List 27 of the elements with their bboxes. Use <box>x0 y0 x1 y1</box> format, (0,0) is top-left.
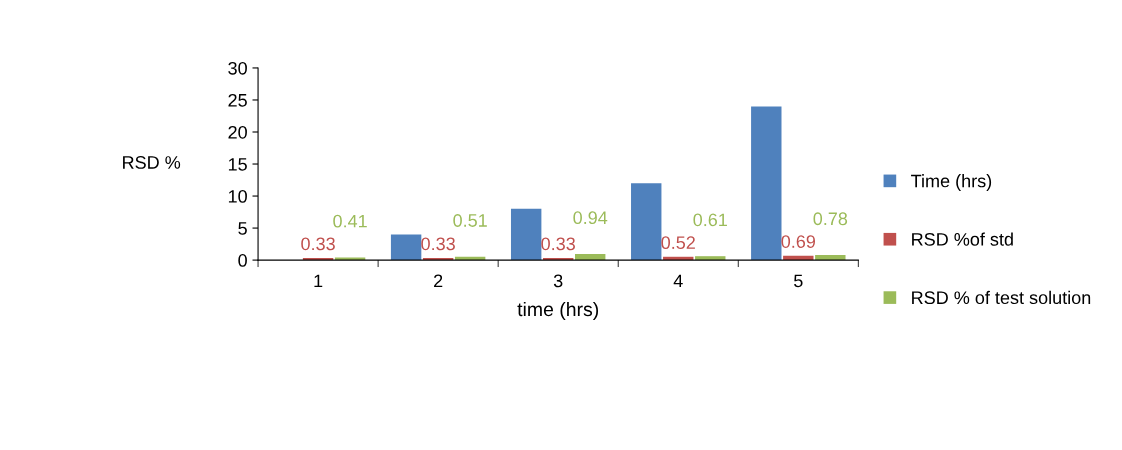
x-tick-label: 3 <box>553 274 563 288</box>
y-tick-label: 15 <box>228 158 247 171</box>
y-tick-label: 20 <box>228 125 247 139</box>
data-label: 0.33 <box>541 237 575 251</box>
legend-label: RSD %of std <box>912 232 1013 246</box>
y-tick-label: 0 <box>238 254 247 267</box>
x-tick-label: 5 <box>794 274 803 288</box>
y-tick-label: 30 <box>228 61 247 75</box>
data-label: 0.33 <box>301 237 335 251</box>
data-label: 0.51 <box>453 214 487 227</box>
legend-label: Time (hrs) <box>911 174 992 191</box>
data-label: 0.33 <box>421 237 455 251</box>
x-tick-label: 2 <box>434 274 443 288</box>
data-label: 0.69 <box>781 235 816 248</box>
y-axis-title: RSD % <box>123 156 181 169</box>
y-tick-label: 5 <box>238 222 247 235</box>
x-tick-label: 4 <box>673 274 683 288</box>
y-tick-label: 10 <box>228 189 247 203</box>
y-tick-label: 25 <box>228 93 247 107</box>
data-label: 0.61 <box>693 213 727 227</box>
data-label: 0.52 <box>661 236 695 250</box>
data-label: 0.78 <box>813 212 848 226</box>
x-axis-title: time (hrs) <box>517 301 599 321</box>
data-label: 0.41 <box>333 214 367 228</box>
legend-label: RSD % of test solution <box>912 290 1091 305</box>
x-tick-label: 1 <box>314 274 323 288</box>
data-label: 0.94 <box>573 211 608 225</box>
